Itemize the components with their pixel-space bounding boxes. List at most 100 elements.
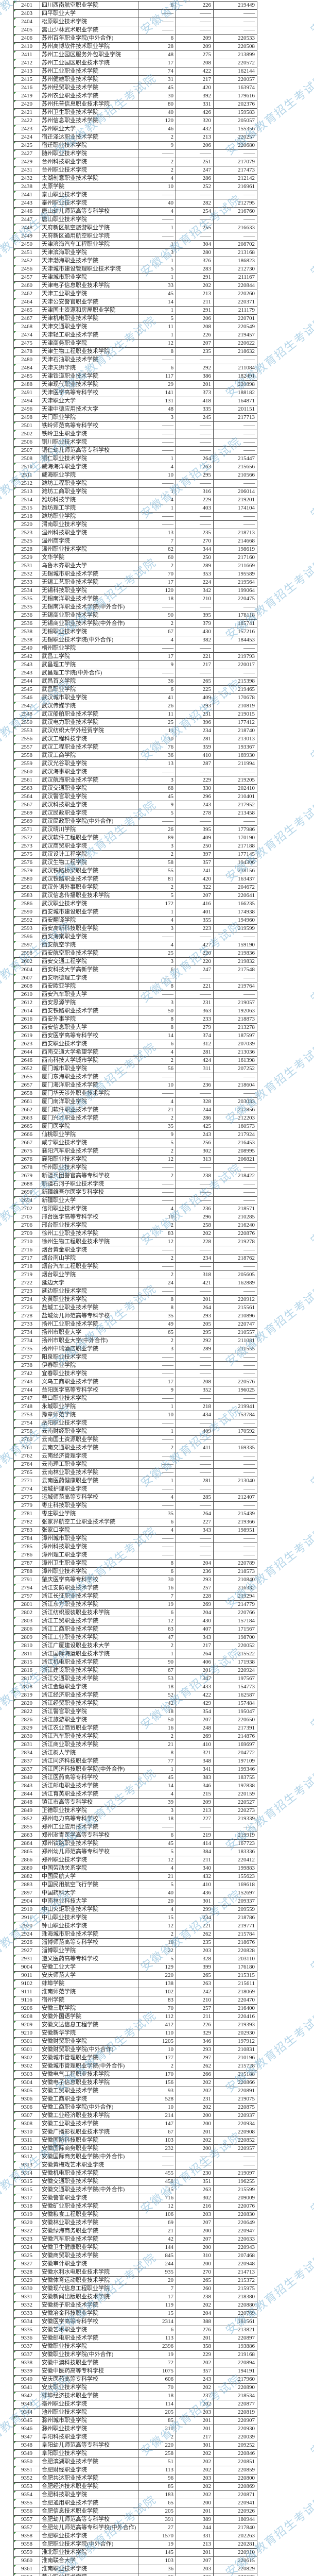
plan-count-cell: 845 — [138, 2251, 176, 2260]
table-row: 9327 安徽审计职业学院 244 200 220948 — [13, 2260, 257, 2268]
college-code-cell: 9305 — [13, 2087, 40, 2095]
min-rank-cell: ―― — [213, 215, 257, 224]
college-name-cell: 天津渤海职业技术学院 — [40, 257, 138, 265]
min-score-cell: 209 — [176, 34, 214, 43]
min-rank-cell: 177145 — [213, 850, 257, 859]
table-row: 2610 西安汽车职业大学 ―― ―― ―― — [13, 990, 257, 999]
college-code-cell: 2425 — [13, 141, 40, 150]
min-score-cell: 299 — [176, 1905, 214, 1914]
table-row: 2702 信阳职业技术学院 4 236 218571 — [13, 1205, 257, 1213]
college-code-cell: 2491 — [13, 388, 40, 397]
min-rank-cell: 208995 — [213, 1147, 257, 1156]
min-rank-cell: ―― — [213, 1262, 257, 1271]
college-code-cell: 2523 — [13, 529, 40, 537]
min-score-cell: ―― — [176, 933, 214, 941]
min-rank-cell: 209252 — [213, 2441, 257, 2450]
college-name-cell: 武汉工商学院 — [40, 751, 138, 760]
min-score-cell: 255 — [176, 224, 214, 232]
min-score-cell: 301 — [176, 1897, 214, 1906]
plan-count-cell: 50 — [138, 1716, 176, 1724]
college-name-cell: 珠海城市职业技术学院 — [40, 1930, 138, 1939]
college-code-cell: 2840 — [13, 1773, 40, 1782]
plan-count-cell: 1 — [138, 908, 176, 917]
college-code-cell: 2657 — [13, 1081, 40, 1090]
college-name-cell: 浙江纺织服装职业技术学院 — [40, 1608, 138, 1617]
college-code-cell: 9338 — [13, 2359, 40, 2367]
plan-count-cell: ―― — [138, 1369, 176, 1378]
college-code-cell: 2784 — [13, 1534, 40, 1543]
college-name-cell: 西安外事学院 — [40, 1015, 138, 1024]
min-rank-cell: 186823 — [213, 257, 257, 265]
min-score-cell: 392 — [176, 92, 214, 100]
table-row: 2694 新疆职业大学 ―― ―― ―― — [13, 1196, 257, 1205]
min-rank-cell: ―― — [213, 438, 257, 447]
college-code-cell: 9319 — [13, 2210, 40, 2219]
min-score-cell: 355 — [176, 916, 214, 925]
min-rank-cell: 217188 — [213, 842, 257, 851]
table-row: 2429 台州科技职业学院 2 251 217079 — [13, 158, 257, 166]
plan-count-cell: ―― — [138, 768, 176, 776]
college-name-cell: 无锡城市职业技术学院 — [40, 570, 138, 579]
college-code-cell: 9344 — [13, 2408, 40, 2417]
min-rank-cell: 215784 — [213, 1930, 257, 1939]
table-row: 9302 安徽城市管理职业学院 177 297 210196 — [13, 2054, 257, 2062]
table-row: 9348 阜阳幼儿师范高等专科学校 220 301 209252 — [13, 2441, 257, 2450]
college-name-cell: 西安高新科技职业学院 — [40, 924, 138, 933]
plan-count-cell: 2396 — [138, 2342, 176, 2351]
min-rank-cell: 205057 — [213, 116, 257, 125]
college-code-cell: 2794 — [13, 1584, 40, 1592]
min-rank-cell: 162144 — [213, 67, 257, 76]
college-name-cell: 武汉铁路桥梁职业学院 — [40, 867, 138, 875]
plan-count-cell: 156 — [138, 2078, 176, 2087]
min-rank-cell: 197567 — [213, 1674, 257, 1683]
college-name-cell: 安徽文达信息工程学院 — [40, 2021, 138, 2029]
plan-count-cell: 36 — [138, 677, 176, 686]
college-code-cell: 9337 — [13, 2342, 40, 2351]
college-name-cell: 浙江安防职业技术学院 — [40, 1584, 138, 1592]
college-name-cell: 岳阳职业技术学院 — [40, 1419, 138, 1428]
college-code-cell: 2415 — [13, 75, 40, 84]
college-name-cell: 安徽电子信息职业技术学院 — [40, 2078, 138, 2087]
min-score-cell: ―― — [176, 1196, 214, 1205]
min-score-cell: 409 — [176, 834, 214, 842]
plan-count-cell: 2 — [138, 850, 176, 859]
min-rank-cell: 220549 — [213, 323, 257, 331]
min-score-cell: 243 — [176, 801, 214, 809]
college-code-cell: 9307 — [13, 2111, 40, 2120]
plan-count-cell: 18 — [138, 1683, 176, 1691]
min-rank-cell: 220844 — [213, 281, 257, 290]
plan-count-cell: 6 — [138, 1, 176, 10]
min-score-cell: 215 — [176, 1790, 214, 1799]
min-score-cell: ―― — [176, 479, 214, 488]
min-rank-cell: 170592 — [213, 1427, 257, 1436]
min-score-cell: 252 — [176, 182, 214, 191]
min-score-cell: 320 — [176, 116, 214, 125]
table-row: 2765 云南林业职业技术学院 ―― ―― ―― — [13, 1468, 257, 1477]
college-name-cell: 温州商学院 — [40, 537, 138, 546]
table-row: 2529 文华学院 60 250 217160 — [13, 553, 257, 562]
college-name-cell: 云南财经职业学院 — [40, 1427, 138, 1436]
college-code-cell: 2540 — [13, 644, 40, 653]
min-rank-cell: 218422 — [213, 1172, 257, 1180]
college-name-cell: 滁州城市职业学院 — [40, 2416, 138, 2425]
min-rank-cell: 220527 — [213, 1798, 257, 1807]
min-score-cell: 207 — [176, 2235, 214, 2244]
table-row: 2465 天津国土资源和房屋职业学院 1 291 211179 — [13, 306, 257, 315]
min-score-cell: 403 — [176, 504, 214, 513]
college-name-cell: 浙江建设职业技术学院 — [40, 1666, 138, 1675]
min-rank-cell: 212203 — [213, 1114, 257, 1123]
min-rank-cell: 203110 — [213, 1955, 257, 1963]
min-score-cell: 264 — [176, 454, 214, 463]
min-rank-cell: 213278 — [213, 1023, 257, 1032]
college-name-cell: 武汉外语外事职业学院 — [40, 883, 138, 892]
college-name-cell: 太湖创意职业技术学院 — [40, 174, 138, 183]
plan-count-cell: ―― — [138, 430, 176, 438]
plan-count-cell: 62 — [138, 545, 176, 554]
table-row: 9335 安徽艺术职业学院 6 276 213821 — [13, 2326, 257, 2334]
min-score-cell: 286 — [176, 174, 214, 183]
plan-count-cell: 8 — [138, 1295, 176, 1304]
min-score-cell: 200 — [176, 2111, 214, 2120]
watermark-text: 安徽省教育招生考试院 — [308, 919, 314, 1005]
min-rank-cell: 162587 — [213, 1691, 257, 1700]
min-score-cell: 200 — [176, 2260, 214, 2268]
